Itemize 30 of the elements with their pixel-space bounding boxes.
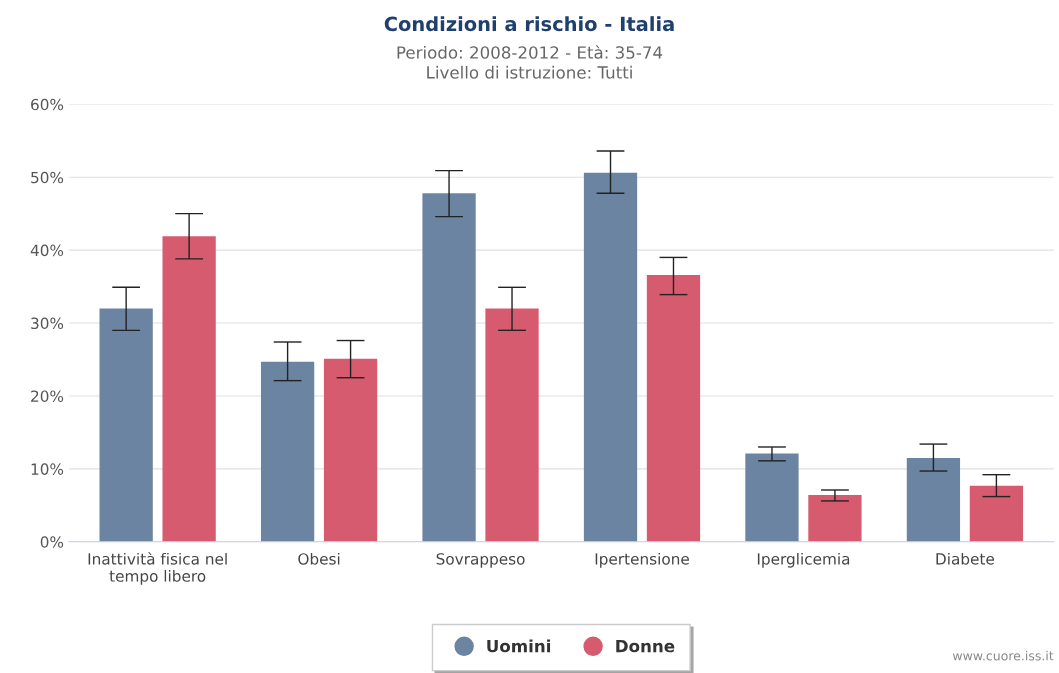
bar [969,485,1024,542]
y-tick-label: 40% [30,244,64,257]
bar [583,172,638,542]
y-tick-label: 30% [31,317,64,330]
bar [646,274,701,542]
y-tick-label: 10% [31,463,64,475]
x-tick-label: Inattività fisica nel tempo libero [88,552,227,585]
x-tick-label: Obesi [298,552,340,565]
bar [99,308,153,542]
bar [422,193,476,542]
y-tick-label: 0% [40,536,64,548]
text: www.cuore.iss.it [952,650,1054,661]
chart-subtitle: Periodo: 2008-2012 - Età: 35-74 Livello di istruzione: Tutti [397,45,663,79]
bar [162,236,216,542]
chart-title: Condizioni a rischio - Italia [384,16,674,32]
y-tick-label: 20% [31,390,64,402]
legend-label: Donne [616,639,675,653]
legend-label: Uomini [487,639,551,653]
bar [745,453,799,542]
y-tick-label: 60% [31,98,64,111]
bar [323,358,378,542]
x-tick-label: Sovrappeso [436,553,525,568]
bar [485,308,539,542]
bar [906,457,961,542]
bar [808,495,862,542]
x-tick-label: Iperglicemia [757,552,850,568]
x-tick-label: Diabete [936,552,995,565]
y-tick-label: 50% [31,171,64,184]
x-tick-label: Ipertensione [595,552,689,568]
bar [260,361,315,542]
